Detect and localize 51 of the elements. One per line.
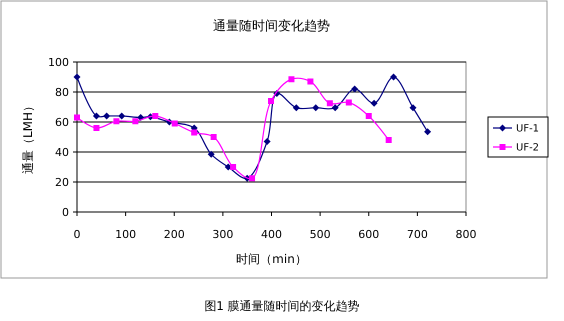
point bbox=[208, 150, 215, 158]
legend-label: UF-2 bbox=[516, 142, 540, 154]
point bbox=[172, 120, 178, 126]
point bbox=[307, 78, 314, 84]
x-tick-label: 100 bbox=[115, 228, 136, 241]
point bbox=[249, 175, 256, 182]
x-tick-label: 400 bbox=[261, 228, 282, 241]
point bbox=[103, 112, 110, 120]
point bbox=[113, 118, 120, 124]
point bbox=[268, 98, 274, 104]
point bbox=[390, 74, 398, 80]
caption: 图1 膜通量随时间的变化趋势 bbox=[204, 299, 360, 313]
point bbox=[191, 130, 198, 136]
y-tick-label: 80 bbox=[55, 86, 69, 99]
x-tick-label: 700 bbox=[406, 228, 428, 241]
y-tick-label: 60 bbox=[55, 116, 69, 129]
x-axis-title: 时间（min） bbox=[236, 252, 307, 266]
point bbox=[346, 100, 352, 106]
point bbox=[152, 113, 158, 119]
y-tick-label: 100 bbox=[48, 56, 69, 69]
point bbox=[132, 118, 138, 124]
point bbox=[292, 104, 300, 112]
point bbox=[370, 100, 378, 107]
x-tick-label: 600 bbox=[358, 228, 380, 241]
y-axis-title: 通量（LMH） bbox=[21, 100, 35, 174]
x-tick-label: 0 bbox=[74, 228, 80, 241]
x-tick-label: 800 bbox=[456, 228, 476, 241]
legend-label: UF-1 bbox=[516, 124, 540, 134]
point bbox=[118, 112, 126, 120]
point bbox=[351, 86, 358, 92]
point bbox=[92, 112, 100, 120]
point bbox=[424, 128, 432, 136]
point bbox=[288, 76, 294, 82]
x-tick-label: 200 bbox=[164, 228, 185, 241]
y-tick-label: 20 bbox=[55, 176, 69, 189]
point bbox=[210, 134, 217, 140]
point bbox=[264, 138, 271, 145]
point bbox=[410, 104, 416, 112]
point bbox=[386, 137, 392, 143]
point bbox=[230, 164, 236, 170]
x-tick-label: 300 bbox=[212, 228, 234, 241]
point bbox=[93, 125, 100, 131]
point bbox=[74, 74, 80, 80]
y-tick-label: 0 bbox=[62, 206, 69, 219]
point bbox=[326, 100, 333, 106]
chart-title: 通量随时间变化趋势 bbox=[213, 19, 330, 34]
x-tick-label: 500 bbox=[310, 228, 331, 241]
point bbox=[332, 104, 339, 112]
point bbox=[366, 113, 372, 119]
y-tick-label: 40 bbox=[55, 146, 69, 159]
point bbox=[312, 104, 320, 112]
